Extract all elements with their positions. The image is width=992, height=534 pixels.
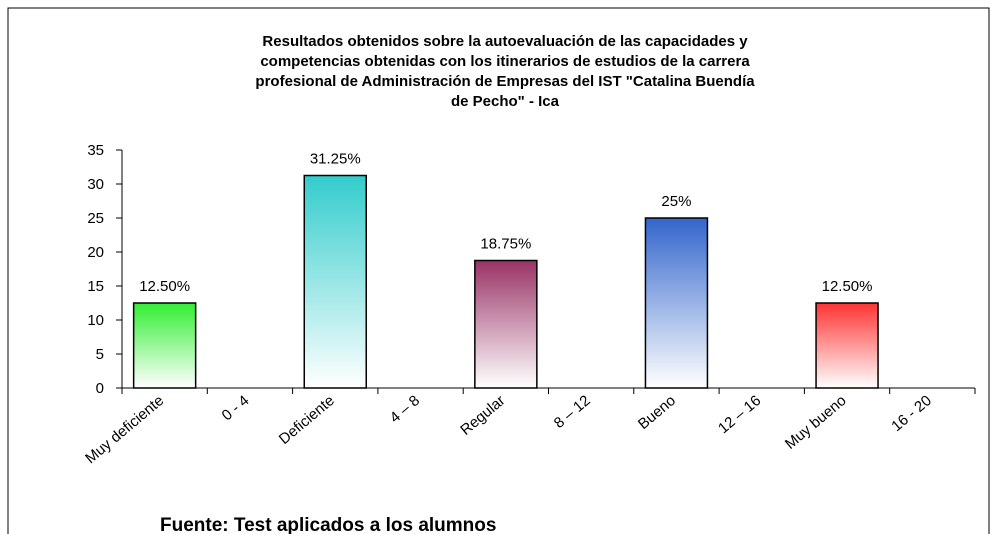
value-label: 12.50%	[822, 278, 873, 295]
chart-title: Resultados obtenidos sobre la autoevalua…	[262, 33, 748, 50]
value-label: 25%	[661, 193, 691, 210]
y-tick-label: 25	[87, 210, 104, 227]
chart-frame	[7, 7, 990, 534]
value-label: 18.75%	[480, 236, 531, 253]
y-tick-label: 20	[87, 244, 104, 261]
bar	[815, 302, 879, 389]
x-tick-label: Regular	[457, 392, 508, 439]
bar	[644, 217, 709, 389]
value-label: 12.50%	[139, 278, 190, 295]
x-tick-label: Deficiente	[276, 392, 338, 448]
x-tick-label: Muy bueno	[782, 392, 850, 453]
x-tick-label: 12 – 16	[715, 392, 764, 437]
source-note: Fuente: Test aplicados a los alumnos	[160, 515, 496, 534]
chart-title: de Pecho" - Ica	[451, 93, 560, 110]
y-tick-label: 30	[87, 176, 104, 193]
bar	[132, 302, 197, 389]
x-tick-label: 8 – 12	[551, 392, 594, 432]
x-tick-label: Bueno	[635, 392, 679, 433]
value-label: 31.25%	[310, 151, 361, 168]
y-tick-label: 10	[87, 312, 104, 329]
y-tick-label: 5	[96, 346, 104, 363]
x-tick-label: 4 – 8	[387, 392, 423, 426]
x-tick-label: 0 - 4	[219, 392, 253, 424]
bar	[303, 174, 367, 389]
y-tick-label: 35	[87, 142, 104, 159]
chart-title: competencias obtenidas con los itinerari…	[260, 53, 750, 70]
x-tick-label: Muy deficiente	[82, 392, 167, 467]
y-tick-label: 0	[96, 380, 104, 397]
chart-title: profesional de Administración de Empresa…	[255, 73, 755, 90]
x-tick-label: 16 - 20	[888, 392, 935, 435]
y-tick-label: 15	[87, 278, 104, 295]
bar	[474, 259, 538, 389]
